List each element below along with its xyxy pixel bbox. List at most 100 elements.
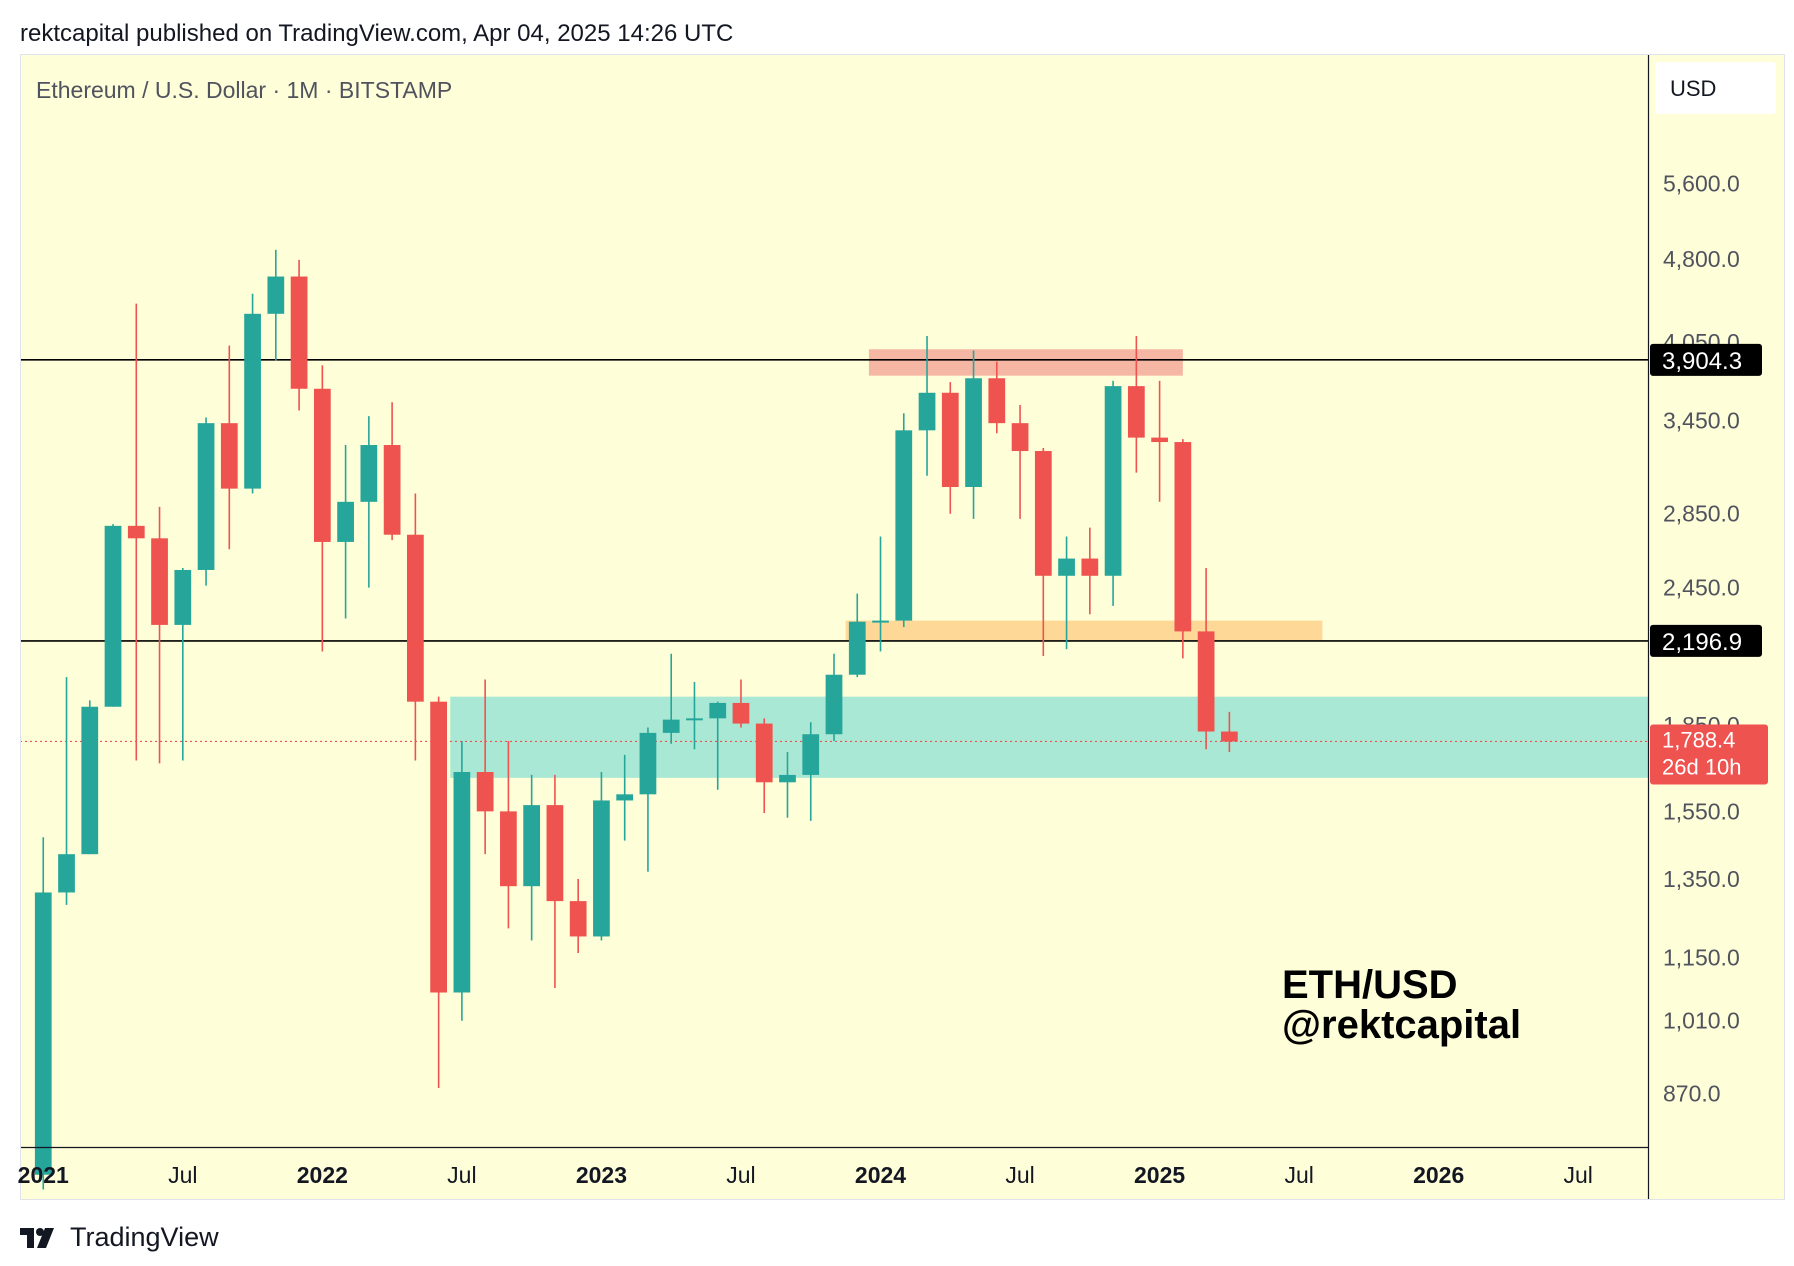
candle-body	[58, 854, 75, 893]
candle-body	[406, 534, 424, 702]
candle-body	[337, 501, 354, 542]
price-tick-label: 4,800.0	[1663, 246, 1740, 272]
candle-2023-01	[593, 772, 610, 941]
time-tick-label: Jul	[1005, 1162, 1034, 1188]
price-tick-label: 2,850.0	[1663, 501, 1740, 527]
candle-2023-02	[616, 754, 634, 841]
candle-body	[383, 445, 401, 535]
candle-2023-10	[802, 722, 820, 821]
candle-2024-09	[1058, 536, 1075, 650]
time-tick-label: 2024	[855, 1162, 906, 1188]
candle-2021-05	[127, 303, 145, 761]
candle-2021-07	[174, 568, 192, 761]
time-tick-label: Jul	[1284, 1162, 1313, 1188]
candle-2023-12	[848, 593, 866, 678]
candle-body	[848, 621, 866, 675]
candle-body	[546, 805, 564, 902]
watermark-line1: ETH/USD	[1282, 963, 1458, 1007]
time-tick-label: 2023	[576, 1162, 627, 1188]
time-axis-background[interactable]	[20, 1147, 1648, 1200]
candle-2023-05	[686, 681, 703, 750]
candle-2023-09	[779, 752, 796, 818]
candle-body	[500, 811, 517, 887]
candle-2023-04	[662, 653, 680, 744]
candle-2024-08	[1034, 448, 1052, 657]
candle-2022-04	[383, 402, 401, 541]
candle-body	[872, 620, 889, 623]
candle-2024-03	[918, 335, 936, 476]
candle-body	[244, 313, 261, 489]
candle-body	[593, 800, 610, 937]
candle-body	[732, 702, 750, 724]
candle-2022-11	[546, 774, 564, 988]
candle-2022-05	[406, 493, 424, 761]
candle-2023-11	[825, 653, 843, 742]
candle-2021-06	[151, 506, 168, 764]
candle-body	[360, 445, 378, 502]
chart-legend[interactable]: Ethereum / U.S. Dollar · 1M · BITSTAMP	[36, 77, 452, 103]
bar-countdown: 26d 10h	[1662, 754, 1742, 779]
candle-body	[1151, 437, 1168, 443]
time-tick-label: 2025	[1134, 1162, 1185, 1188]
candle-body	[895, 430, 913, 621]
candle-2024-07	[1011, 404, 1029, 519]
time-tick-label: 2022	[297, 1162, 348, 1188]
candle-2024-10	[1081, 527, 1099, 615]
candle-2024-04	[941, 382, 959, 514]
candle-body	[220, 423, 238, 489]
candle-body	[639, 732, 657, 795]
tradingview-logo-icon	[20, 1227, 54, 1248]
time-tick-label: Jul	[447, 1162, 476, 1188]
price-tick-label: 1,350.0	[1663, 866, 1740, 892]
candle-body	[802, 734, 820, 775]
candle-body	[523, 805, 541, 887]
level-price-label-1: 2,196.9	[1650, 624, 1762, 657]
price-tick-label: 5,600.0	[1663, 171, 1740, 197]
publisher-header: rektcapital published on TradingView.com…	[20, 20, 734, 47]
candle-body	[779, 774, 796, 783]
candle-2025-03	[1197, 568, 1215, 750]
candle-2024-12	[1127, 335, 1145, 473]
candle-body	[825, 674, 843, 735]
currency-button[interactable]: USD	[1655, 62, 1776, 114]
candle-2021-12	[290, 259, 308, 411]
candle-2025-01	[1151, 380, 1168, 502]
candle-2022-09	[500, 741, 517, 929]
candle-2022-03	[360, 416, 378, 588]
candle-body	[1081, 558, 1099, 576]
level-label-text: 3,904.3	[1662, 348, 1742, 375]
candle-2021-09	[220, 345, 238, 550]
time-tick-label: Jul	[168, 1162, 197, 1188]
candle-2021-04	[104, 524, 122, 707]
candle-body	[1220, 731, 1238, 742]
candle-body	[430, 701, 448, 993]
candle-body	[290, 276, 308, 389]
candle-body	[918, 392, 936, 431]
time-tick-label: Jul	[1564, 1162, 1593, 1188]
candle-2022-08	[476, 679, 494, 855]
current-price-value: 1,788.4	[1662, 727, 1735, 752]
candle-body	[267, 276, 285, 314]
footer-brand[interactable]: TradingView	[20, 1222, 219, 1253]
price-tick-label: 1,150.0	[1663, 944, 1740, 970]
candle-body	[127, 525, 145, 539]
candle-2024-11	[1104, 380, 1122, 606]
candle-2024-01	[872, 536, 889, 652]
zone-green	[450, 696, 1649, 778]
candle-body	[151, 538, 168, 625]
price-tick-label: 1,550.0	[1663, 798, 1740, 824]
current-price-bg	[1650, 724, 1768, 785]
zone-orange	[845, 620, 1323, 641]
candle-body	[1034, 451, 1052, 576]
candle-body	[988, 378, 1006, 424]
candle-2025-04	[1220, 711, 1238, 753]
candle-body	[476, 772, 494, 812]
candle-body	[686, 718, 703, 721]
candle-2023-06	[709, 701, 727, 790]
candle-2021-03	[81, 700, 99, 855]
candle-body	[34, 892, 52, 1175]
level-label-bg	[1650, 343, 1762, 376]
candle-body	[174, 569, 192, 625]
candle-2022-12	[569, 878, 587, 954]
